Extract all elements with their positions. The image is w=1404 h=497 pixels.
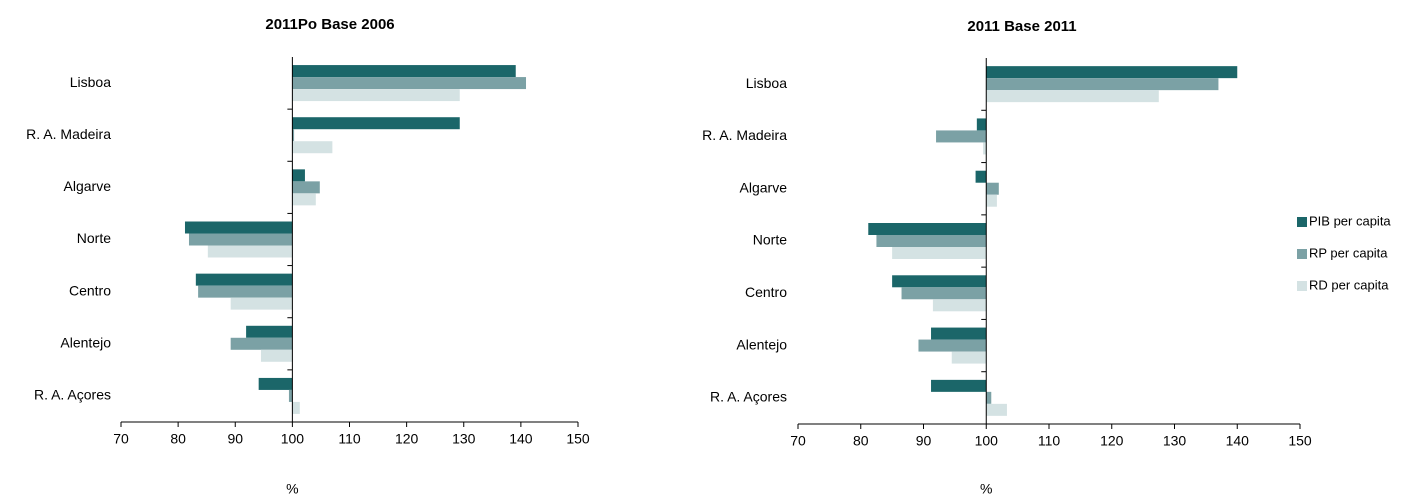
legend-label: RP per capita bbox=[1309, 245, 1388, 260]
legend-swatch bbox=[1297, 217, 1307, 227]
x-tick-label: 150 bbox=[1288, 433, 1312, 449]
bar bbox=[892, 247, 987, 259]
bar bbox=[230, 337, 293, 350]
x-tick-label: 130 bbox=[1163, 433, 1187, 449]
bar bbox=[936, 130, 987, 143]
bar bbox=[932, 299, 987, 312]
legend-label: RD per capita bbox=[1309, 277, 1389, 292]
bar bbox=[292, 141, 333, 154]
bar bbox=[986, 403, 1007, 416]
category-label: R. A. Açores bbox=[34, 387, 111, 403]
category-label: R. A. Açores bbox=[710, 389, 787, 405]
category-label: R. A. Madeira bbox=[702, 127, 787, 143]
x-axis-label: % bbox=[980, 481, 992, 497]
category-label: Algarve bbox=[740, 179, 788, 195]
x-tick-label: 140 bbox=[509, 431, 533, 447]
category-label: Norte bbox=[77, 230, 111, 246]
chart-title: 2011Po Base 2006 bbox=[265, 16, 394, 33]
category-label: Alentejo bbox=[736, 336, 787, 352]
x-tick-label: 110 bbox=[338, 431, 361, 447]
x-tick-label: 120 bbox=[1100, 433, 1124, 449]
x-tick-label: 130 bbox=[452, 431, 476, 447]
bar bbox=[892, 275, 987, 288]
bar bbox=[292, 193, 316, 206]
bar bbox=[951, 351, 987, 364]
bar bbox=[246, 325, 293, 338]
x-tick-label: 110 bbox=[1038, 433, 1061, 449]
x-tick-label: 80 bbox=[853, 433, 869, 449]
x-tick-label: 100 bbox=[975, 433, 999, 449]
bar bbox=[198, 285, 293, 298]
category-label: Alentejo bbox=[60, 334, 111, 350]
bar bbox=[986, 90, 1159, 103]
category-label: Centro bbox=[69, 282, 111, 298]
bar bbox=[292, 65, 516, 78]
legend-swatch bbox=[1297, 281, 1307, 291]
bar bbox=[188, 233, 293, 246]
bar bbox=[207, 245, 293, 258]
bar bbox=[975, 170, 987, 183]
x-tick-label: 70 bbox=[790, 433, 806, 449]
bar bbox=[292, 181, 320, 194]
bar bbox=[901, 287, 987, 300]
bar bbox=[184, 221, 293, 234]
bar bbox=[292, 117, 460, 130]
x-tick-label: 140 bbox=[1226, 433, 1250, 449]
legend-label: PIB per capita bbox=[1309, 213, 1391, 228]
bar bbox=[986, 391, 992, 404]
bar bbox=[288, 389, 293, 402]
bar bbox=[931, 379, 987, 392]
bar bbox=[918, 339, 987, 352]
bar bbox=[876, 235, 987, 247]
bar bbox=[292, 77, 527, 90]
bar bbox=[195, 273, 293, 286]
x-tick-label: 90 bbox=[916, 433, 932, 449]
category-label: Centro bbox=[745, 284, 787, 300]
x-tick-label: 90 bbox=[227, 431, 243, 447]
bar bbox=[983, 142, 987, 155]
category-label: Lisboa bbox=[70, 74, 111, 90]
bar bbox=[976, 118, 987, 131]
x-tick-label: 150 bbox=[566, 431, 590, 447]
bar bbox=[986, 182, 999, 195]
bar bbox=[986, 78, 1219, 91]
bar bbox=[986, 194, 997, 207]
category-label: R. A. Madeira bbox=[26, 126, 111, 142]
bar bbox=[292, 89, 460, 102]
bar bbox=[931, 327, 987, 340]
category-label: Lisboa bbox=[746, 75, 787, 91]
bar bbox=[258, 377, 293, 390]
x-tick-label: 100 bbox=[281, 431, 305, 447]
bar bbox=[292, 401, 300, 414]
category-label: Algarve bbox=[64, 178, 112, 194]
x-tick-label: 70 bbox=[113, 431, 129, 447]
x-tick-label: 80 bbox=[170, 431, 186, 447]
bar bbox=[292, 169, 305, 182]
bar bbox=[292, 129, 295, 142]
bar bbox=[868, 223, 987, 235]
x-tick-label: 120 bbox=[395, 431, 419, 447]
bar bbox=[986, 66, 1238, 79]
bar bbox=[230, 297, 293, 310]
x-axis-label: % bbox=[286, 481, 298, 497]
category-label: Norte bbox=[753, 232, 787, 248]
bar bbox=[260, 349, 293, 362]
legend-swatch bbox=[1297, 249, 1307, 259]
chart-title: 2011 Base 2011 bbox=[967, 18, 1076, 35]
